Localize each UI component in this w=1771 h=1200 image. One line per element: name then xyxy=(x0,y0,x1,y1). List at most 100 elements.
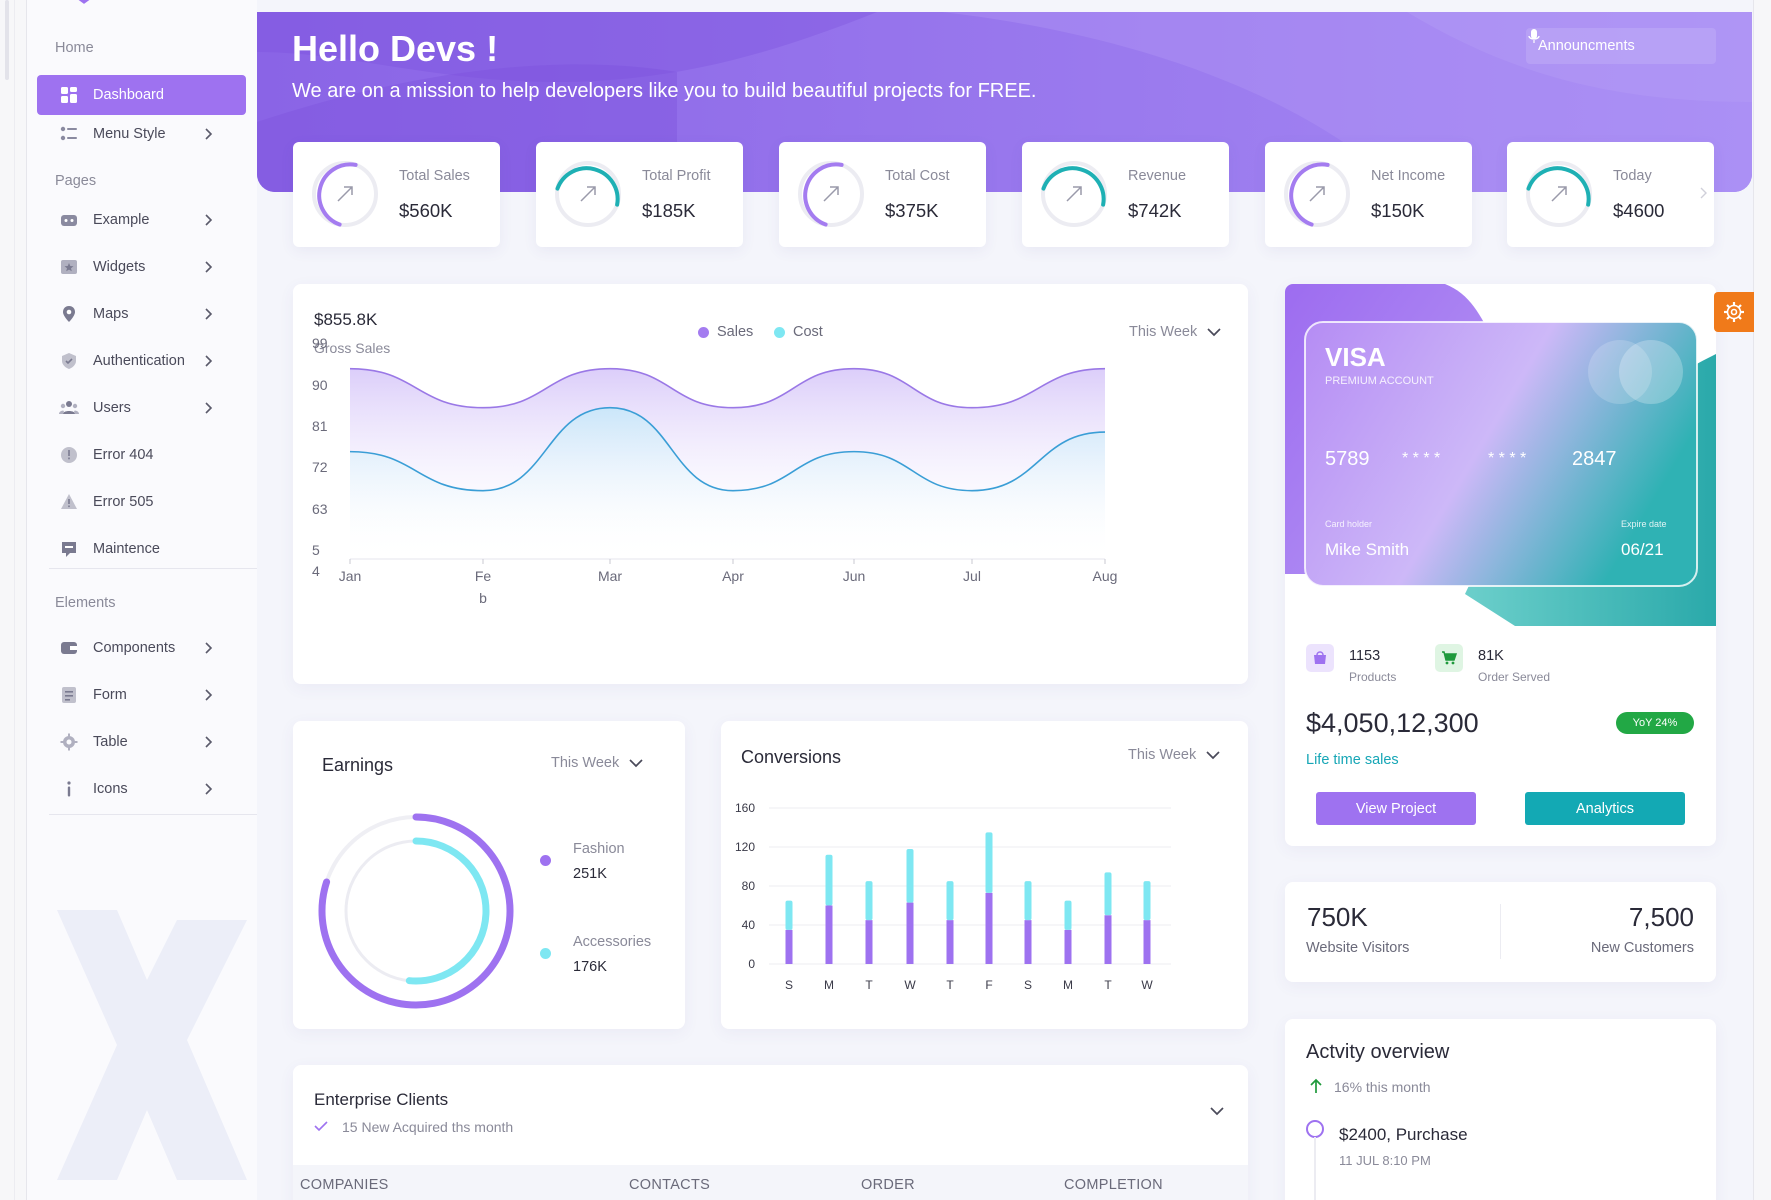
card-expire-label: Expire date xyxy=(1621,519,1667,529)
sidebar-item-maps[interactable]: Maps xyxy=(37,294,246,334)
sidebar-item-menu-style[interactable]: Menu Style xyxy=(37,114,246,154)
bar-series-2[interactable] xyxy=(1064,900,1072,930)
bar-series-1[interactable] xyxy=(1064,929,1072,964)
bar-series-2[interactable] xyxy=(1143,881,1151,921)
lifetime-sales-link[interactable]: Life time sales xyxy=(1306,752,1399,768)
yoy-badge: YoY 24% xyxy=(1616,712,1694,734)
period-dropdown[interactable]: This Week xyxy=(1128,747,1220,763)
bar-series-1[interactable] xyxy=(906,902,914,964)
stat-card-today[interactable]: Today $4600 xyxy=(1507,142,1714,247)
table-header xyxy=(293,1165,1248,1200)
trend-up-icon xyxy=(1041,161,1107,227)
stat-value: $560K xyxy=(399,200,453,221)
bar-series-1[interactable] xyxy=(985,892,993,964)
stat-card-total-profit[interactable]: Total Profit $185K xyxy=(536,142,743,247)
sidebar-item-error-505[interactable]: Error 505 xyxy=(37,482,246,522)
column-header-completion[interactable]: COMPLETION xyxy=(1064,1177,1163,1193)
sidebar-item-error-404[interactable]: Error 404 xyxy=(37,435,246,475)
sidebar-item-icons[interactable]: Icons xyxy=(37,769,246,809)
view-project-button[interactable]: View Project xyxy=(1316,792,1476,825)
bar-series-2[interactable] xyxy=(825,854,833,906)
sidebar-item-form[interactable]: Form xyxy=(37,675,246,715)
card-number-first: 5789 xyxy=(1325,448,1370,470)
x-tick-label: Jun xyxy=(843,568,866,584)
sidebar-item-label: Maps xyxy=(93,306,129,322)
y-tick-label: 40 xyxy=(742,918,756,932)
x-tick-label: Apr xyxy=(722,568,744,584)
announcements-button[interactable]: Announcments xyxy=(1526,28,1716,64)
period-label: This Week xyxy=(1129,324,1198,340)
stat-card-net-income[interactable]: Net Income $150K xyxy=(1265,142,1472,247)
earnings-value-accessories: 176K xyxy=(573,959,607,975)
sidebar-item-users[interactable]: Users xyxy=(37,388,246,428)
stat-label: Total Profit xyxy=(642,168,711,184)
bar-series-1[interactable] xyxy=(785,929,793,964)
users-icon xyxy=(59,398,79,418)
bar-series-1[interactable] xyxy=(825,905,833,965)
settings-tab[interactable] xyxy=(1714,292,1754,332)
y-tick-label: 80 xyxy=(742,879,756,893)
legend-sales[interactable]: Sales xyxy=(698,324,753,340)
sidebar-item-authentication[interactable]: Authentication xyxy=(37,341,246,381)
stat-label: Total Sales xyxy=(399,168,470,184)
sidebar-item-dashboard[interactable]: Dashboard xyxy=(37,75,246,115)
chevron-right-icon xyxy=(205,736,213,748)
period-dropdown[interactable]: This Week xyxy=(1129,324,1221,340)
orders-label: Order Served xyxy=(1478,670,1551,684)
sidebar-item-label: Maintence xyxy=(93,541,160,557)
activity-trend: 16% this month xyxy=(1334,1079,1431,1095)
products-label: Products xyxy=(1349,670,1397,684)
analytics-button[interactable]: Analytics xyxy=(1525,792,1685,825)
gear-icon xyxy=(1724,302,1744,322)
earnings-value-fashion: 251K xyxy=(573,866,607,882)
chevron-right-icon[interactable] xyxy=(1698,186,1708,200)
bar-series-1[interactable] xyxy=(1024,920,1032,964)
announcements-label: Announcments xyxy=(1538,38,1635,54)
enterprise-subtitle: 15 New Acquired ths month xyxy=(342,1119,514,1135)
products-icon xyxy=(1306,644,1334,672)
bar-series-2[interactable] xyxy=(785,900,793,930)
column-header-order[interactable]: ORDER xyxy=(861,1177,915,1193)
stat-value: $185K xyxy=(642,200,696,221)
chevron-right-icon xyxy=(205,689,213,701)
bar-series-2[interactable] xyxy=(1024,881,1032,921)
donut-segment-fashion[interactable] xyxy=(318,813,514,1009)
sidebar-item-components[interactable]: Components xyxy=(37,628,246,668)
chevron-right-icon xyxy=(205,308,213,320)
window-frame-left xyxy=(0,0,27,1200)
bar-series-2[interactable] xyxy=(946,881,954,921)
chevron-down-icon xyxy=(629,759,643,768)
period-dropdown[interactable]: This Week xyxy=(551,755,643,771)
trend-up-icon xyxy=(798,161,864,227)
bar-series-2[interactable] xyxy=(906,848,914,903)
sidebar-item-table[interactable]: Table xyxy=(37,722,246,762)
bar-series-1[interactable] xyxy=(1104,915,1112,964)
sidebar-item-example[interactable]: Example xyxy=(37,200,246,240)
conversions-title: Conversions xyxy=(741,747,842,767)
microphone-icon xyxy=(1528,29,1540,43)
form-icon xyxy=(59,685,79,705)
products-value: 1153 xyxy=(1349,648,1381,664)
sidebar-item-maintence[interactable]: Maintence xyxy=(37,529,246,569)
donut-segment-accessories[interactable] xyxy=(405,837,490,985)
bar-series-1[interactable] xyxy=(865,920,873,964)
y-tick-label: 5 xyxy=(312,542,320,558)
stat-card-revenue[interactable]: Revenue $742K xyxy=(1022,142,1229,247)
column-header-companies[interactable]: COMPANIES xyxy=(300,1177,389,1193)
bar-series-1[interactable] xyxy=(1143,920,1151,964)
trend-up-icon xyxy=(555,161,621,227)
bar-series-2[interactable] xyxy=(865,881,873,921)
chevron-down-icon[interactable] xyxy=(1210,1106,1224,1116)
bar-series-1[interactable] xyxy=(946,920,954,964)
stat-card-total-cost[interactable]: Total Cost $375K xyxy=(779,142,986,247)
stat-card-total-sales[interactable]: Total Sales $560K xyxy=(293,142,500,247)
stat-label: Net Income xyxy=(1371,168,1446,184)
sidebar-item-widgets[interactable]: Widgets xyxy=(37,247,246,287)
column-header-contacts[interactable]: CONTACTS xyxy=(629,1177,711,1193)
x-tick-label: Fe b xyxy=(475,568,492,606)
legend-cost[interactable]: Cost xyxy=(774,324,823,340)
trend-up-icon xyxy=(1526,161,1592,227)
bar-series-2[interactable] xyxy=(985,832,993,893)
bar-series-2[interactable] xyxy=(1104,872,1112,916)
stat-label: Today xyxy=(1613,168,1652,184)
